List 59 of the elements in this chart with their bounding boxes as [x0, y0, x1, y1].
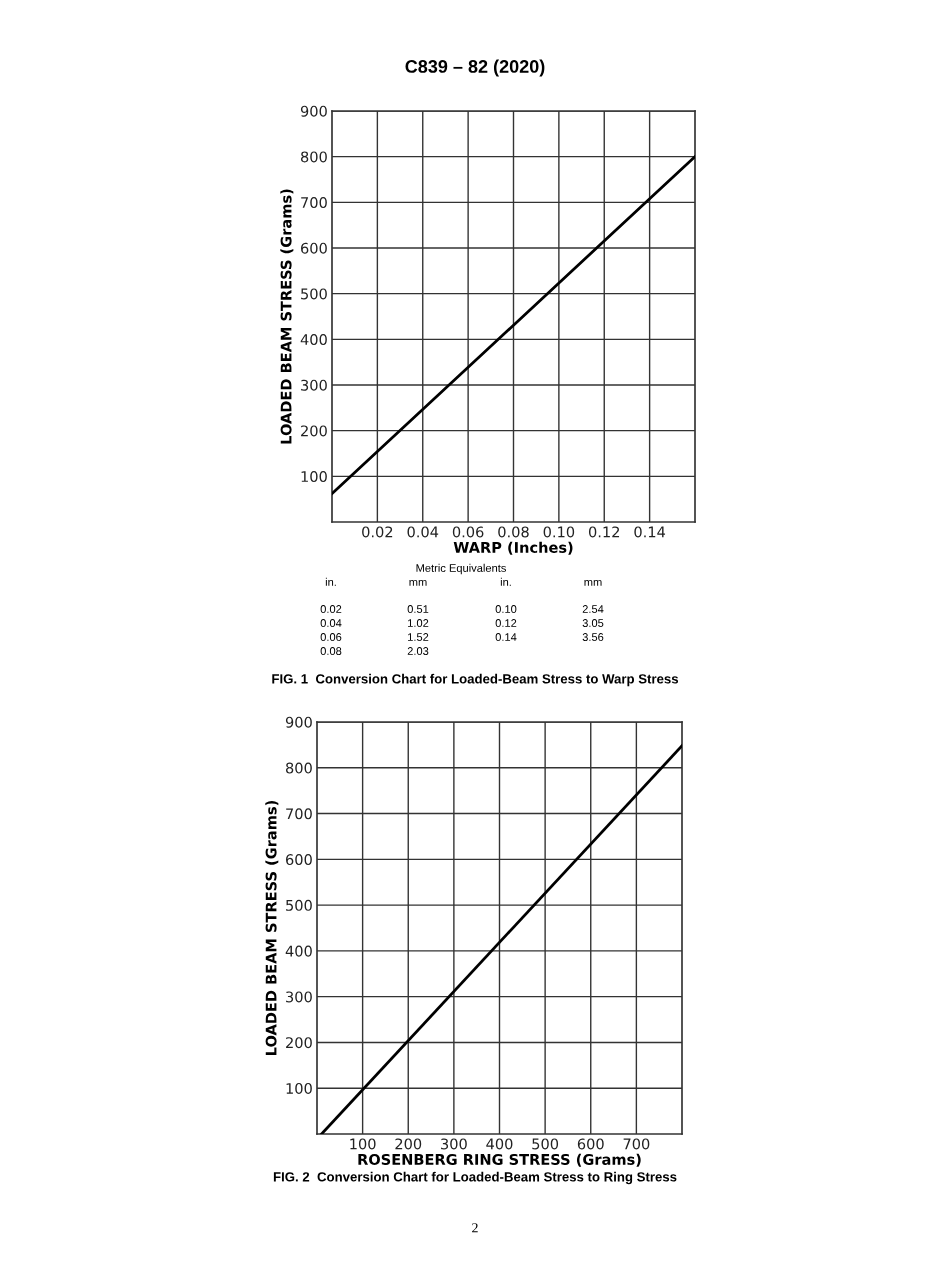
text: 0.04	[320, 619, 342, 627]
x-tick-label: 0.02	[362, 526, 393, 538]
x-axis-title: WARP (Inches)	[453, 541, 573, 555]
text: C839 – 82 (2020)	[405, 59, 545, 77]
text: 0.12	[495, 619, 517, 627]
y-tick-label: 300	[286, 991, 312, 1003]
text: FIG. 2 Conversion Chart for Loaded-Beam Stress to Ring Stress	[273, 1171, 677, 1185]
x-tick-label: 600	[577, 1138, 604, 1150]
y-tick-label: 200	[286, 1037, 312, 1049]
y-tick-label: 100	[301, 471, 327, 483]
y-tick-label: 800	[285, 762, 312, 774]
x-tick-label: 0.10	[543, 526, 575, 538]
x-axis-title: ROSENBERG RING STRESS (Grams)	[358, 1153, 641, 1167]
y-axis-title: LOADED BEAM STRESS (Grams)	[265, 800, 279, 1055]
text: 1.02	[408, 619, 429, 627]
text: 0.51	[407, 605, 429, 613]
text: 3.05	[582, 619, 604, 627]
text: 0.08	[320, 647, 342, 655]
y-tick-label: 900	[300, 105, 327, 117]
x-tick-label: 0.08	[498, 526, 529, 538]
text: in.	[500, 577, 511, 586]
x-tick-label: 0.14	[634, 526, 666, 538]
text: Metric Equivalents	[416, 563, 506, 575]
y-tick-label: 800	[300, 151, 327, 163]
y-tick-label: 600	[301, 242, 327, 254]
x-tick-label: 700	[623, 1138, 650, 1150]
text: 0.02	[320, 605, 342, 613]
text: 1.52	[408, 633, 429, 641]
x-tick-label: 300	[441, 1138, 467, 1150]
y-tick-label: 700	[286, 808, 312, 820]
text: in.	[325, 577, 336, 586]
y-tick-label: 300	[301, 379, 327, 391]
text: 2.03	[407, 647, 429, 655]
x-tick-label: 400	[486, 1138, 513, 1150]
text: mm	[584, 579, 602, 586]
x-tick-label: 500	[532, 1138, 559, 1150]
y-axis-title: LOADED BEAM STRESS (Grams)	[280, 189, 294, 444]
text: FIG. 1 Conversion Chart for Loaded-Beam Stress to Warp Stress	[272, 673, 679, 687]
y-tick-label: 400	[300, 334, 327, 346]
y-tick-label: 500	[286, 899, 312, 911]
y-tick-label: 400	[285, 945, 312, 957]
y-tick-label: 200	[301, 425, 327, 437]
text: 0.06	[320, 633, 342, 641]
y-tick-label: 600	[286, 854, 312, 866]
text: 0.14	[495, 633, 517, 641]
y-tick-label: 500	[301, 288, 327, 300]
text: mm	[409, 579, 427, 586]
y-tick-label: 900	[285, 716, 312, 728]
text: 3.56	[582, 633, 604, 641]
x-tick-label: 0.06	[452, 526, 484, 538]
x-tick-label: 200	[395, 1138, 422, 1150]
y-tick-label: 100	[286, 1082, 312, 1094]
x-tick-label: 0.12	[588, 526, 620, 538]
text: 0.10	[495, 605, 517, 613]
y-tick-label: 700	[301, 197, 327, 209]
text: 2.54	[582, 605, 604, 613]
x-tick-label: 0.04	[407, 526, 439, 538]
text: 2	[472, 1223, 478, 1233]
x-tick-label: 100	[350, 1138, 376, 1150]
